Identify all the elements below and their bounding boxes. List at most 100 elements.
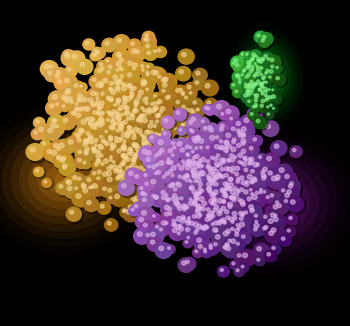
Circle shape bbox=[126, 97, 131, 101]
Circle shape bbox=[225, 184, 243, 200]
Circle shape bbox=[183, 203, 197, 217]
Circle shape bbox=[267, 55, 281, 68]
Circle shape bbox=[265, 72, 267, 74]
Circle shape bbox=[208, 179, 212, 182]
Circle shape bbox=[127, 85, 141, 97]
Circle shape bbox=[90, 76, 106, 90]
Circle shape bbox=[229, 196, 232, 199]
Circle shape bbox=[91, 124, 102, 135]
Circle shape bbox=[173, 138, 191, 154]
Circle shape bbox=[119, 112, 130, 122]
Circle shape bbox=[244, 82, 257, 94]
Circle shape bbox=[174, 223, 177, 227]
Circle shape bbox=[235, 74, 239, 77]
Circle shape bbox=[249, 69, 253, 73]
Circle shape bbox=[59, 160, 75, 176]
Circle shape bbox=[247, 85, 260, 97]
Circle shape bbox=[211, 206, 226, 220]
Circle shape bbox=[134, 156, 137, 159]
Circle shape bbox=[212, 141, 217, 145]
Circle shape bbox=[161, 148, 166, 152]
Circle shape bbox=[236, 180, 239, 183]
Circle shape bbox=[158, 145, 174, 160]
Circle shape bbox=[258, 96, 271, 109]
Circle shape bbox=[53, 100, 64, 111]
Circle shape bbox=[193, 159, 211, 175]
Circle shape bbox=[90, 170, 104, 182]
Circle shape bbox=[129, 206, 139, 216]
Circle shape bbox=[98, 109, 113, 123]
Circle shape bbox=[153, 108, 157, 111]
Circle shape bbox=[120, 94, 136, 108]
Circle shape bbox=[34, 117, 45, 128]
Circle shape bbox=[182, 170, 197, 185]
Circle shape bbox=[48, 71, 52, 75]
Circle shape bbox=[261, 225, 274, 238]
Circle shape bbox=[85, 119, 101, 134]
Circle shape bbox=[74, 90, 91, 106]
Circle shape bbox=[144, 137, 157, 149]
Circle shape bbox=[149, 150, 165, 165]
Circle shape bbox=[80, 136, 96, 151]
Circle shape bbox=[182, 204, 187, 208]
Circle shape bbox=[66, 180, 72, 185]
Circle shape bbox=[269, 76, 271, 78]
Circle shape bbox=[86, 136, 97, 146]
Circle shape bbox=[200, 222, 219, 240]
Circle shape bbox=[244, 172, 264, 190]
Circle shape bbox=[118, 130, 137, 147]
Circle shape bbox=[164, 196, 177, 208]
Circle shape bbox=[269, 231, 274, 235]
Circle shape bbox=[63, 178, 76, 189]
Circle shape bbox=[162, 131, 172, 140]
Circle shape bbox=[287, 190, 291, 194]
Circle shape bbox=[265, 98, 268, 101]
Circle shape bbox=[117, 157, 135, 174]
Circle shape bbox=[176, 184, 188, 195]
Circle shape bbox=[73, 111, 76, 115]
Circle shape bbox=[163, 168, 173, 178]
Circle shape bbox=[185, 136, 198, 148]
Circle shape bbox=[158, 134, 170, 146]
Circle shape bbox=[91, 103, 95, 107]
Circle shape bbox=[196, 174, 200, 178]
Circle shape bbox=[254, 214, 258, 217]
Circle shape bbox=[109, 162, 129, 180]
Circle shape bbox=[142, 81, 147, 85]
Circle shape bbox=[154, 136, 172, 153]
Circle shape bbox=[265, 169, 282, 185]
Circle shape bbox=[121, 103, 138, 118]
Circle shape bbox=[176, 225, 180, 229]
Circle shape bbox=[144, 121, 161, 136]
Circle shape bbox=[118, 180, 134, 195]
Circle shape bbox=[85, 41, 89, 44]
Circle shape bbox=[153, 102, 156, 105]
Circle shape bbox=[45, 126, 63, 143]
Circle shape bbox=[198, 172, 203, 176]
Circle shape bbox=[133, 63, 138, 67]
Circle shape bbox=[153, 144, 169, 159]
Circle shape bbox=[152, 217, 157, 221]
Circle shape bbox=[175, 115, 189, 129]
Circle shape bbox=[253, 84, 256, 86]
Circle shape bbox=[252, 94, 264, 104]
Circle shape bbox=[162, 219, 173, 230]
Circle shape bbox=[116, 64, 128, 75]
Circle shape bbox=[250, 113, 253, 115]
Circle shape bbox=[241, 115, 260, 133]
Circle shape bbox=[223, 220, 226, 223]
Circle shape bbox=[128, 39, 141, 51]
Circle shape bbox=[204, 185, 222, 201]
Circle shape bbox=[161, 190, 166, 195]
Circle shape bbox=[168, 212, 172, 215]
Circle shape bbox=[231, 195, 240, 204]
Circle shape bbox=[214, 218, 232, 235]
Circle shape bbox=[253, 61, 261, 69]
Circle shape bbox=[209, 138, 229, 156]
Circle shape bbox=[241, 202, 245, 206]
Circle shape bbox=[219, 111, 230, 121]
Circle shape bbox=[239, 263, 249, 272]
Circle shape bbox=[124, 175, 139, 188]
Circle shape bbox=[196, 242, 212, 257]
Circle shape bbox=[283, 186, 299, 201]
